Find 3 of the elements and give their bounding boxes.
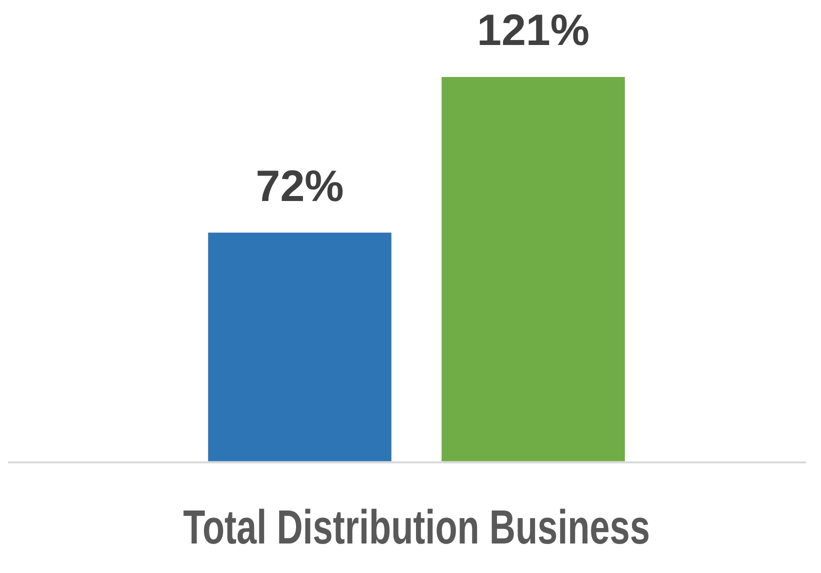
- x-axis-title: Total Distribution Business: [183, 502, 650, 555]
- data-label: 121%: [476, 6, 590, 56]
- data-label: 72%: [256, 162, 344, 211]
